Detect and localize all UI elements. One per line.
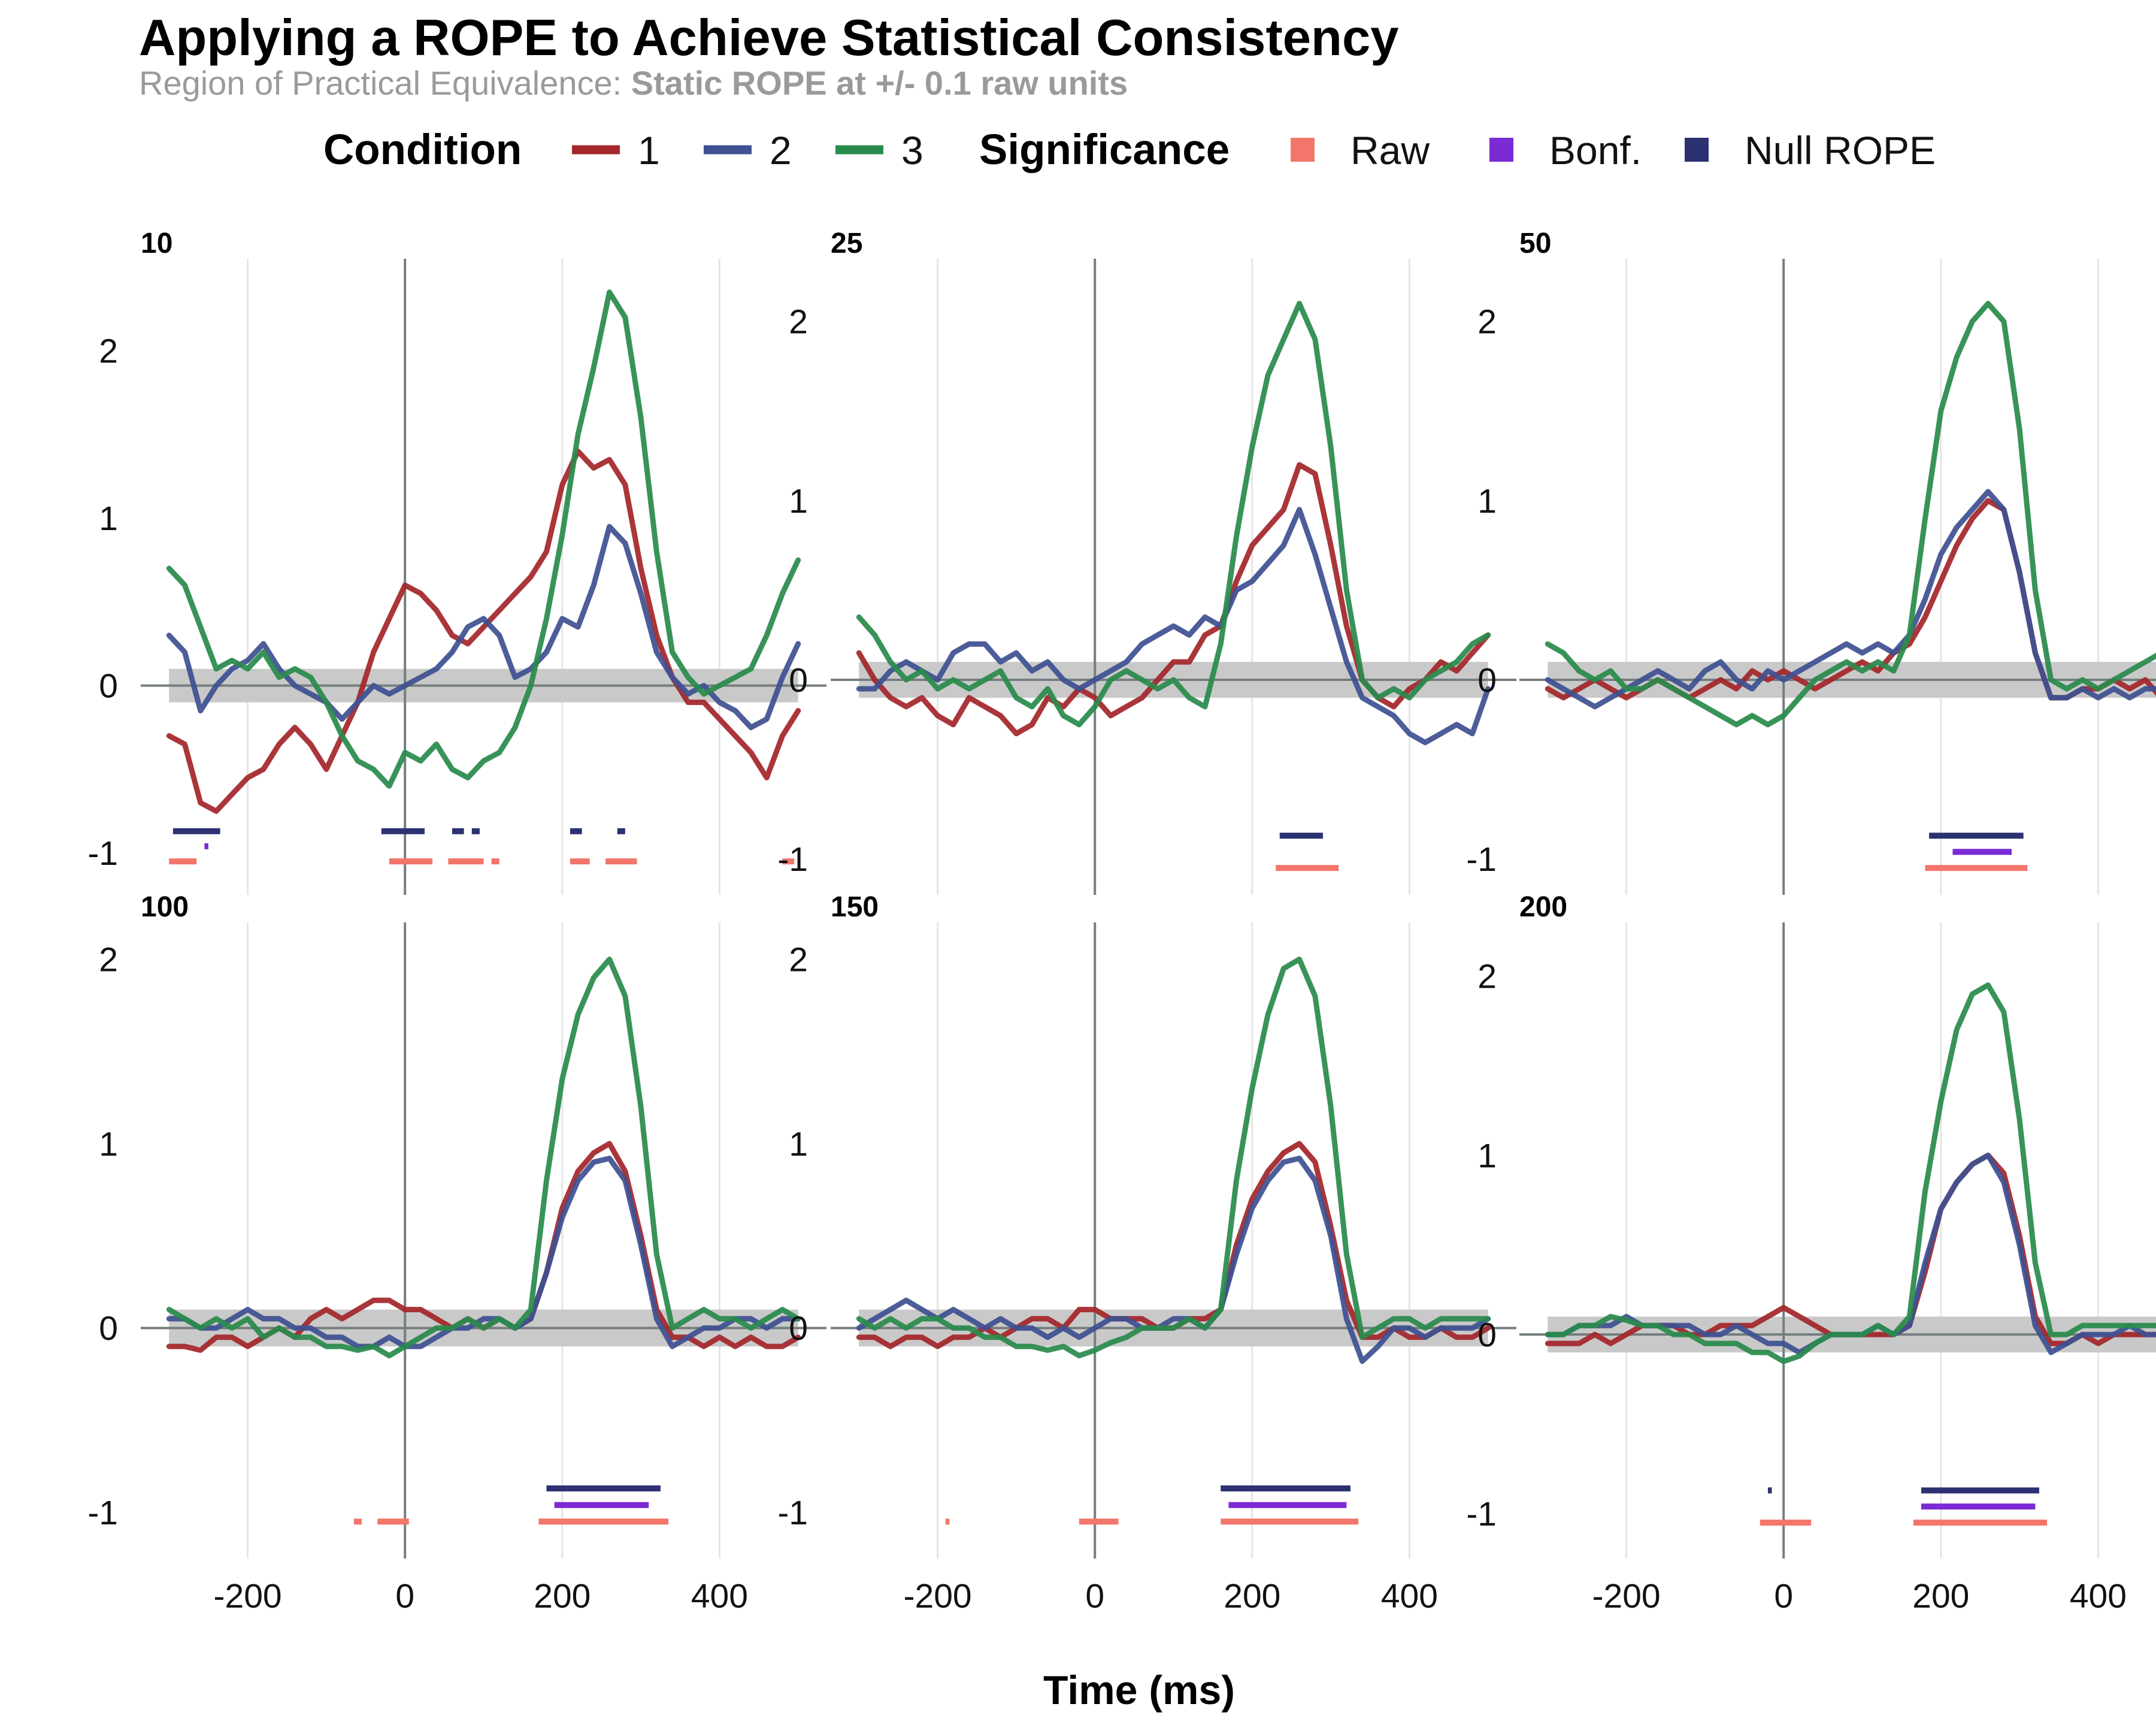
y-tick-label: 2 [1477,958,1497,996]
y-tick-label: -1 [777,840,808,879]
series-condition-1-line [856,462,1491,737]
x-tick-label: -200 [1592,1577,1661,1615]
panel-200: 200 -1 0 1 2 -200 0 200 400 [1466,891,2156,1615]
series-condition-3-line [856,957,1491,1358]
facet-label-100: 100 [141,891,189,923]
y-tick-label: 0 [1477,1316,1497,1354]
legend-significance-bonf--label: Bonf. [1549,128,1642,172]
y-tick-label: 0 [789,1309,808,1348]
subtitle-prefix: Region of Practical Equivalence: [139,64,631,102]
y-tick-label: 2 [789,303,808,341]
y-tick-label: 0 [99,1309,118,1348]
y-tick-label: 2 [99,332,118,371]
panel-25: 25 -1 0 1 2 [777,228,1516,895]
legend-significance-null-rope-label: Null ROPE [1745,128,1936,172]
series-condition-1-line [166,448,801,814]
legend-condition-title: Condition [323,126,522,174]
series-condition-2-line [856,1155,1491,1364]
legend-condition-2-label: 2 [770,128,792,172]
legend-significance-null-rope-key [1685,138,1709,162]
legend-significance-title: Significance [979,126,1230,174]
y-tick-label: 1 [99,1125,118,1163]
y-tick-label: -1 [87,834,118,873]
facet-label-150: 150 [831,891,879,923]
y-tick-label: 0 [789,661,808,700]
legend-significance-raw-label: Raw [1350,128,1430,172]
series-condition-1-line [1545,1152,2156,1346]
chart-title: Applying a ROPE to Achieve Statistical C… [139,10,1399,66]
x-tick-label: 200 [1912,1577,1969,1615]
x-axis-title: Time (ms) [1043,1668,1235,1713]
y-tick-label: 0 [99,667,118,706]
y-tick-label: 1 [789,482,808,520]
facet-label-25: 25 [831,228,862,259]
y-tick-label: 1 [789,1125,808,1163]
y-tick-label: 2 [99,941,118,979]
legend-significance-raw-key [1291,138,1315,162]
legend-significance-bonf--key [1489,138,1513,162]
x-tick-label: 400 [691,1577,748,1615]
legend-condition-3-label: 3 [901,128,923,172]
x-tick-label: 0 [1085,1577,1104,1615]
series-condition-3-line [166,289,801,789]
y-tick-label: -1 [1466,840,1497,879]
series-condition-2-line [166,1155,801,1349]
x-tick-label: 0 [1774,1577,1793,1615]
x-tick-label: 400 [2070,1577,2127,1615]
facet-label-10: 10 [141,228,172,259]
series-condition-3-line [1545,301,2156,728]
y-tick-label: 2 [1477,303,1497,341]
series-condition-3-line [166,957,801,1358]
x-tick-label: 200 [534,1577,591,1615]
y-tick-label: -1 [1466,1495,1497,1533]
chart-subtitle: Region of Practical Equivalence: Static … [139,64,1128,102]
y-tick-label: 1 [1477,1137,1497,1175]
x-tick-label: 400 [1381,1577,1438,1615]
y-tick-label: 1 [1477,482,1497,520]
panel-50: 50 -1 0 1 2 [1466,228,2156,895]
y-tick-label: -1 [87,1494,118,1532]
y-tick-label: 0 [1477,661,1497,700]
x-tick-label: -200 [904,1577,972,1615]
series-condition-2-line [166,523,801,730]
facet-label-200: 200 [1519,891,1567,923]
panel-150: 150 -1 0 1 2 -200 0 200 400 [777,891,1516,1615]
legend: Condition 1 2 3 Significance Raw Bonf. Null ROP… [323,126,1936,174]
subtitle-rope-spec: Static ROPE at +/- 0.1 raw units [631,64,1128,102]
series-condition-2-line [1545,489,2156,710]
series-condition-3-line [856,301,1491,728]
legend-condition-1-label: 1 [638,128,660,172]
y-tick-label: -1 [777,1494,808,1532]
facet-label-50: 50 [1519,228,1551,259]
y-tick-label: 1 [99,500,118,538]
y-tick-label: 2 [789,941,808,979]
x-tick-label: 200 [1224,1577,1280,1615]
x-tick-label: 0 [395,1577,414,1615]
series-condition-3-line [1545,982,2156,1364]
x-tick-label: -200 [214,1577,282,1615]
panel-100: 100 -1 0 1 2 -200 0 200 400 [87,891,826,1615]
series-condition-2-line [856,507,1491,746]
